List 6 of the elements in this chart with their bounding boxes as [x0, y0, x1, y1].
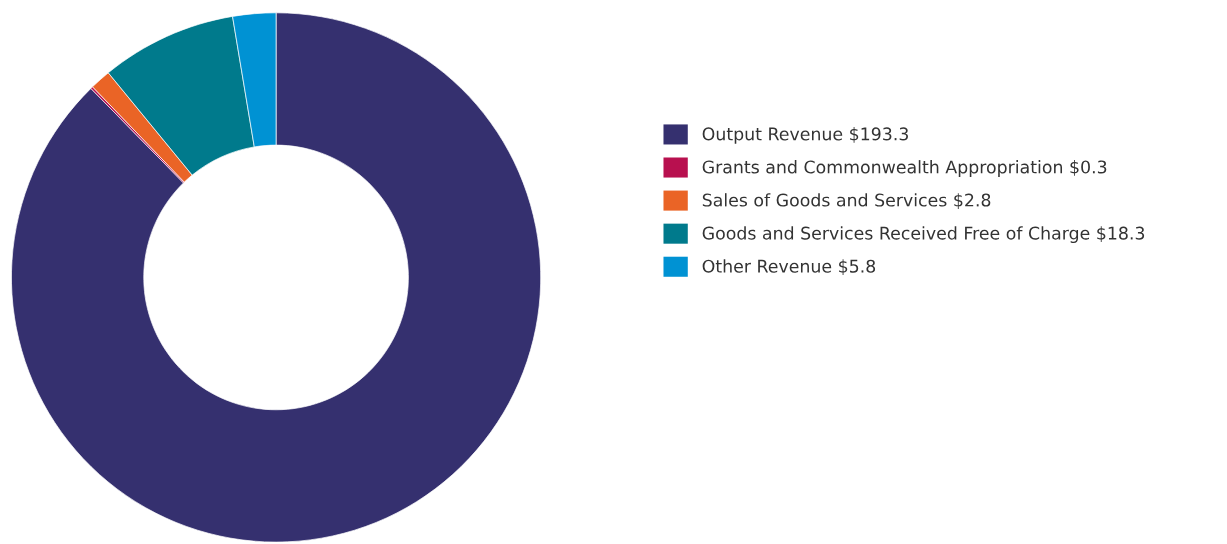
legend-label: Other Revenue $5.8 — [702, 259, 876, 276]
legend-label: Sales of Goods and Services $2.8 — [702, 193, 991, 209]
legend-label: Grants and Commonwealth Appropriation $0.3 — [702, 160, 1107, 177]
legend-label: Goods and Services Received Free of Charge $18.3 — [702, 226, 1145, 244]
donut-slice — [11, 12, 542, 543]
legend-label: Output Revenue $193.3 — [702, 127, 908, 144]
